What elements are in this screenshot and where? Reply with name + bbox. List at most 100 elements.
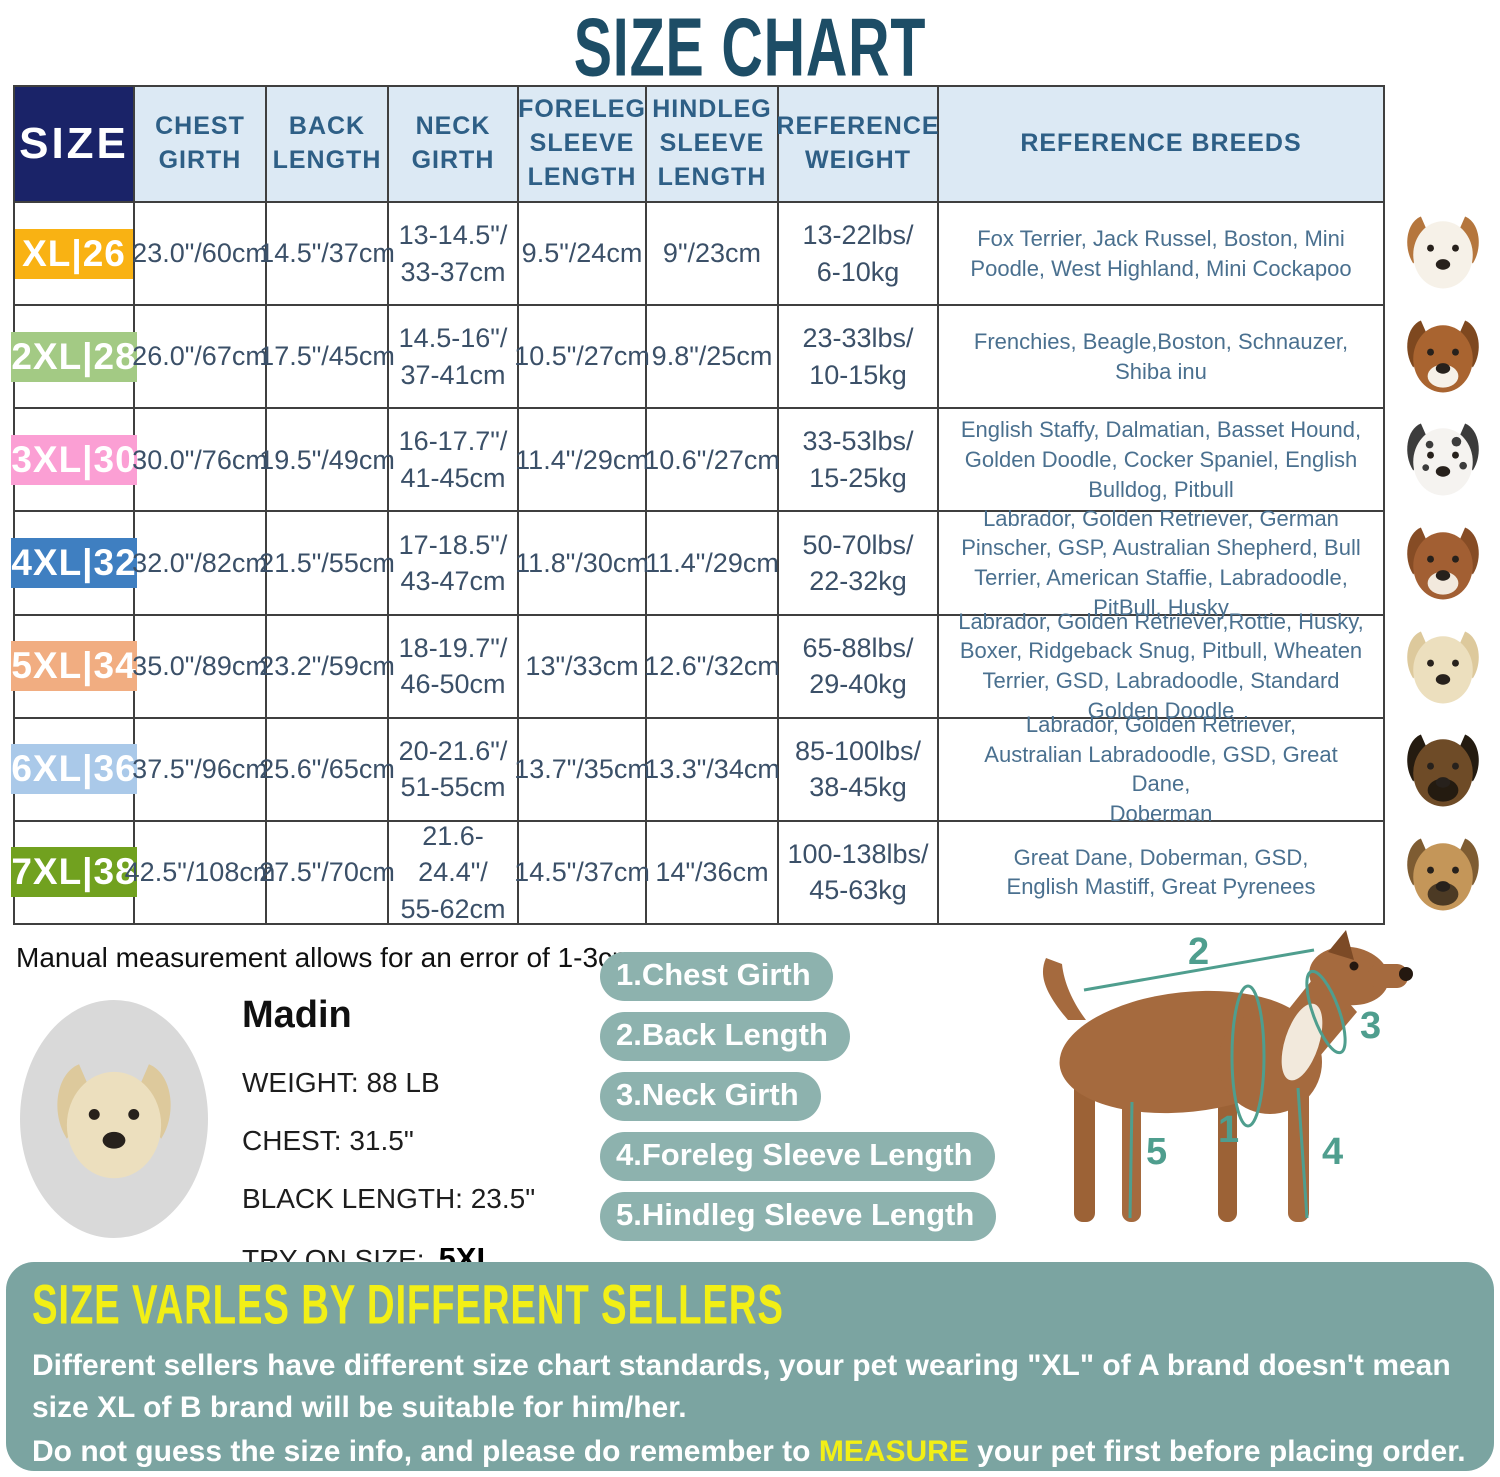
back-length-cell: 23.2"/59cm (259, 615, 395, 717)
great-dane-photo (1388, 821, 1498, 925)
hindleg-sleeve-cell: 11.4"/29cm (645, 512, 779, 614)
footer-paragraph-2-start: Do not guess the size info, and please d… (32, 1435, 819, 1468)
reference-breeds-cell: Great Dane, Doberman, GSD, English Masti… (1006, 844, 1316, 900)
neck-girth-cell: 13-14.5"/ 33-37cm (389, 203, 519, 305)
model-dog-info: Madin WEIGHT: 88 LB CHEST: 31.5" BLACK LEN… (242, 994, 535, 1303)
diagram-point-1: 1 (1218, 1109, 1239, 1151)
dog-chest-patch (1281, 1003, 1323, 1081)
column-header: HINDLEG SLEEVE LENGTH (647, 87, 779, 201)
reference-breeds-cell: Labrador, Golden Retriever, Australian L… (984, 711, 1338, 826)
column-header: BACK LENGTH (267, 87, 389, 201)
dog-eye (1349, 961, 1359, 971)
foreleg-sleeve-cell: 13.7"/35cm (514, 718, 650, 820)
chest-girth-cell: 37.5"/96cm (132, 718, 268, 820)
footer-heading: SIZE VARLES BY DIFFERENT SELLERS (32, 1275, 784, 1336)
chest-girth-cell: 30.0"/76cm (132, 409, 268, 511)
table-row: 5XL|34 35.0"/89cm 23.2"/59cm 18-19.7"/ 46-5… (11, 608, 1383, 723)
dog-measurement-diagram: 1 2 3 4 5 (1002, 920, 1500, 1258)
foreleg-sleeve-cell: 13"/33cm (519, 615, 647, 717)
column-header: FORELEG SLEEVE LENGTH (518, 87, 647, 201)
reference-weight-cell: 13-22lbs/ 6-10kg (779, 203, 939, 305)
reference-weight-cell: 85-100lbs/ 38-45kg (779, 718, 939, 820)
size-table: SIZE CHEST GIRTH BACK LENGTH NECK GIRTH FORE… (11, 85, 1385, 925)
footer-paragraph-1: Different sellers have different size ch… (32, 1349, 1451, 1424)
foreleg-line (1296, 1087, 1309, 1219)
back-length-cell: 21.5"/55cm (259, 512, 395, 614)
reference-weight-cell: 100-138lbs/ 45-63kg (779, 821, 939, 923)
table-row: XL|26 23.0"/60cm 14.5"/37cm 13-14.5"/ 33-37… (15, 203, 1383, 307)
column-header: CHEST GIRTH (135, 87, 267, 201)
model-stat-line: WEIGHT: 88 LB (242, 1067, 440, 1098)
back-length-cell: 27.5"/70cm (259, 821, 395, 923)
table-row: 3XL|30 30.0"/76cm 19.5"/49cm 16-17.7"/ 41-4… (11, 409, 1383, 513)
dog-tail (1042, 958, 1086, 1020)
size-badge-cell: 7XL|38 (11, 821, 137, 923)
back-length-cell: 17.5"/45cm (259, 306, 395, 408)
measure-label-pill: 1.Chest Girth (600, 952, 833, 1001)
measure-guide: 1.Chest Girth 2.Back Length 3.Neck Girth 4.… (600, 952, 997, 1241)
hindleg-sleeve-cell: 14"/36cm (647, 821, 779, 923)
dog-diagram-svg: 1 2 3 4 5 (1042, 930, 1413, 1222)
reference-weight-cell: 65-88lbs/ 29-40kg (779, 615, 939, 717)
footer-warning-box: SIZE VARLES BY DIFFERENT SELLERS Differe… (6, 1262, 1494, 1471)
neck-girth-cell: 21.6-24.4"/ 55-62cm (389, 821, 519, 924)
reference-weight-cell: 33-53lbs/ 15-25kg (779, 409, 939, 511)
hindleg-sleeve-cell: 9"/23cm (647, 203, 779, 305)
column-header: REFERENCE BREEDS (1020, 129, 1302, 158)
neck-girth-cell: 16-17.7"/ 41-45cm (389, 409, 519, 511)
size-badge: 5XL|34 (11, 641, 137, 692)
model-stat-line: CHEST: 31.5" (242, 1125, 414, 1156)
foreleg-sleeve-cell: 11.8"/30cm (515, 512, 649, 614)
reference-breeds-cell: English Staffy, Dalmatian, Basset Hound,… (960, 417, 1362, 502)
chest-girth-cell: 35.0"/89cm (132, 615, 268, 717)
diagram-point-2: 2 (1188, 931, 1209, 973)
table-row: 2XL|28 26.0"/67cm 17.5"/45cm 14.5-16"/ 37-4… (11, 306, 1383, 410)
footer-paragraph-2: Do not guess the size info, and please d… (32, 1431, 1468, 1473)
table-row: 6XL|36 37.5"/96cm 25.6"/65cm 20-21.6"/ 51-5… (11, 711, 1383, 826)
reference-breeds-cell: Labrador, Golden Retriever, German Pinsc… (961, 505, 1361, 620)
table-row: 4XL|32 32.0"/82cm 21.5"/55cm 17-18.5"/ 43-4… (11, 505, 1383, 620)
page-title: SIZE CHART (0, 0, 1500, 93)
reference-breeds-cell: Labrador, Golden Retriever,Rottie, Husky… (958, 608, 1364, 723)
model-dog-stats: WEIGHT: 88 LB CHEST: 31.5" BLACK LENGTH: 2… (242, 1067, 535, 1215)
model-stat-line: BLACK LENGTH: 23.5" (242, 1183, 536, 1214)
neck-girth-cell: 20-21.6"/ 51-55cm (389, 718, 519, 820)
back-length-line (1083, 948, 1315, 992)
table-row: 7XL|38 42.5"/108cm 27.5"/70cm 21.6-24.4"/ 5… (11, 821, 1383, 924)
table-body: XL|26 23.0"/60cm 14.5"/37cm 13-14.5"/ 33-37… (11, 203, 1383, 924)
reference-breeds-cell: Fox Terrier, Jack Russel, Boston, Mini P… (970, 225, 1352, 281)
dog-photos-column (1388, 199, 1498, 925)
hindleg-line (1128, 1101, 1134, 1219)
reference-weight-cell: 50-70lbs/ 22-32kg (779, 512, 939, 614)
measurement-note: Manual measurement allows for an error o… (16, 942, 636, 973)
table-header-row: SIZE CHEST GIRTH BACK LENGTH NECK GIRTH FORE… (15, 87, 1383, 203)
hindleg-sleeve-cell: 9.8"/25cm (647, 306, 779, 408)
chest-girth-cell: 26.0"/67cm (132, 306, 268, 408)
hindleg-sleeve-cell: 10.6"/27cm (644, 409, 780, 511)
size-badge: 4XL|32 (11, 538, 137, 588)
measure-label-pill: 2.Back Length (600, 1012, 850, 1061)
foreleg-sleeve-cell: 14.5"/37cm (514, 821, 650, 923)
size-badge: 6XL|36 (11, 744, 137, 795)
measure-label-pill: 5.Hindleg Sleeve Length (600, 1192, 997, 1241)
size-badge-cell: XL|26 (15, 203, 135, 305)
size-badge: 2XL|28 (11, 331, 137, 382)
labrador-photo (1388, 614, 1498, 718)
foreleg-sleeve-cell: 9.5"/24cm (519, 203, 647, 305)
back-length-cell: 14.5"/37cm (259, 203, 395, 305)
footer-paragraph-2-end: your pet first before placing order. (968, 1435, 1466, 1468)
size-badge-cell: 4XL|32 (11, 512, 137, 614)
amstaff-photo (1388, 510, 1498, 614)
neck-girth-cell: 18-19.7"/ 46-50cm (389, 615, 519, 717)
diagram-point-3: 3 (1360, 1005, 1381, 1047)
neck-girth-cell: 17-18.5"/ 43-47cm (389, 512, 519, 614)
size-badge: 7XL|38 (11, 847, 137, 898)
model-dog-photo (20, 1000, 208, 1238)
jack-russell-photo (1388, 199, 1498, 303)
size-badge: 3XL|30 (11, 434, 137, 485)
chest-girth-cell: 23.0"/60cm (132, 203, 268, 305)
dog-muzzle (1368, 964, 1408, 988)
neck-girth-line (1305, 969, 1347, 1055)
dog-ear (1328, 930, 1354, 960)
